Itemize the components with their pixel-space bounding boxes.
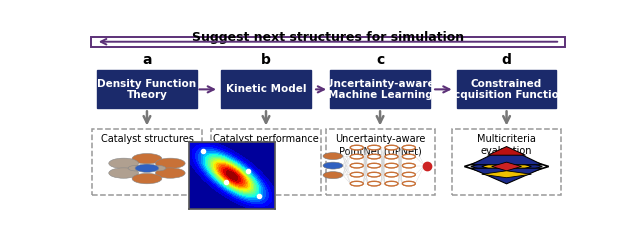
Text: Kinetic Model: Kinetic Model [226, 84, 307, 94]
Polygon shape [492, 162, 522, 171]
Circle shape [350, 154, 364, 159]
Text: Catalyst performance: Catalyst performance [213, 134, 319, 144]
Circle shape [367, 181, 381, 186]
Polygon shape [482, 159, 531, 174]
Circle shape [132, 153, 162, 164]
Circle shape [135, 164, 159, 172]
Circle shape [403, 172, 415, 177]
Polygon shape [471, 168, 542, 184]
Polygon shape [488, 146, 525, 155]
Circle shape [350, 163, 364, 168]
Text: Constrained
Acquisition Function: Constrained Acquisition Function [447, 79, 566, 100]
Circle shape [385, 181, 398, 186]
Circle shape [385, 145, 398, 150]
Circle shape [128, 165, 144, 171]
Circle shape [350, 145, 364, 150]
Circle shape [385, 172, 398, 177]
Bar [91, 36, 565, 47]
Circle shape [385, 154, 398, 159]
Circle shape [403, 163, 415, 168]
Circle shape [350, 172, 364, 177]
Circle shape [367, 172, 381, 177]
Circle shape [367, 154, 381, 159]
Bar [326, 129, 435, 195]
Circle shape [350, 163, 364, 168]
Circle shape [367, 154, 381, 159]
Circle shape [350, 181, 364, 186]
Circle shape [323, 153, 343, 160]
Circle shape [385, 154, 398, 159]
Circle shape [367, 181, 381, 186]
Circle shape [109, 168, 138, 178]
Text: Suggest next structures for simulation: Suggest next structures for simulation [192, 31, 464, 44]
FancyBboxPatch shape [221, 70, 310, 108]
Bar [211, 129, 321, 195]
Circle shape [156, 168, 185, 178]
Text: a: a [142, 53, 152, 67]
Circle shape [367, 145, 381, 150]
Text: b: b [261, 53, 271, 67]
Circle shape [385, 163, 398, 168]
Circle shape [350, 154, 364, 159]
Circle shape [403, 181, 415, 186]
Circle shape [403, 163, 415, 168]
Circle shape [132, 173, 162, 184]
Circle shape [350, 172, 364, 177]
Circle shape [403, 145, 415, 150]
Circle shape [403, 154, 415, 159]
Circle shape [385, 145, 398, 150]
Text: Density Function
Theory: Density Function Theory [97, 79, 196, 100]
FancyBboxPatch shape [97, 70, 196, 108]
Circle shape [367, 163, 381, 168]
Circle shape [367, 145, 381, 150]
Text: c: c [376, 53, 384, 67]
Circle shape [385, 181, 398, 186]
Circle shape [367, 163, 381, 168]
FancyBboxPatch shape [457, 70, 556, 108]
Circle shape [403, 172, 415, 177]
Text: Uncertainty-aware
PointNet (UPNet): Uncertainty-aware PointNet (UPNet) [335, 134, 425, 156]
Circle shape [403, 145, 415, 150]
Bar [92, 129, 202, 195]
Polygon shape [471, 147, 542, 165]
Circle shape [385, 163, 398, 168]
Circle shape [150, 165, 166, 171]
Circle shape [323, 162, 343, 169]
Circle shape [109, 158, 138, 169]
Circle shape [403, 154, 415, 159]
Text: Multicriteria
evaluation: Multicriteria evaluation [477, 134, 536, 156]
Polygon shape [482, 171, 531, 178]
Text: Catalyst structures: Catalyst structures [100, 134, 193, 144]
Circle shape [385, 172, 398, 177]
Circle shape [350, 145, 364, 150]
Circle shape [323, 172, 343, 179]
Circle shape [367, 172, 381, 177]
Circle shape [403, 181, 415, 186]
Text: d: d [502, 53, 511, 67]
Text: Uncertainty-aware
Machine Learning: Uncertainty-aware Machine Learning [325, 79, 435, 100]
Bar [452, 129, 561, 195]
Polygon shape [471, 156, 542, 177]
Circle shape [350, 181, 364, 186]
FancyBboxPatch shape [330, 70, 429, 108]
Circle shape [156, 158, 185, 169]
